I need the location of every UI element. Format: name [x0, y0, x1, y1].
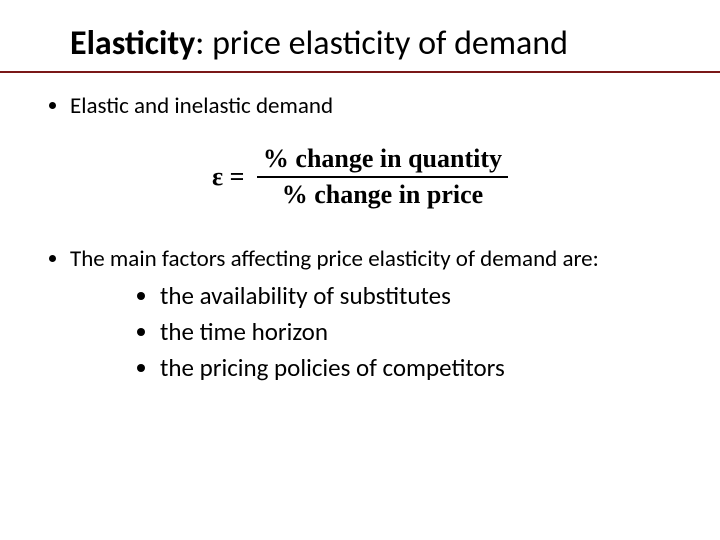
formula-lhs: ε =: [212, 162, 244, 192]
bullet-item-1: Elastic and inelastic demand: [70, 91, 680, 122]
bullet-item-2-text: The main factors affecting price elastic…: [70, 245, 599, 273]
slide: Elasticity: price elasticity of demand E…: [0, 0, 720, 540]
sub-bullet-b: the time horizon: [160, 315, 680, 349]
elasticity-formula: ε = % change in quantity % change in pri…: [212, 144, 508, 210]
title-bold-part: Elasticity: [70, 23, 195, 64]
bullet-list-2: The main factors affecting price elastic…: [40, 244, 680, 384]
title-rest-part: : price elasticity of demand: [195, 23, 568, 64]
bullet-item-2: The main factors affecting price elastic…: [70, 244, 680, 384]
title-container: Elasticity: price elasticity of demand: [0, 0, 720, 73]
formula-block: ε = % change in quantity % change in pri…: [40, 144, 680, 210]
slide-title: Elasticity: price elasticity of demand: [70, 24, 680, 63]
sub-bullet-c: the pricing policies of competitors: [160, 351, 680, 385]
sub-bullet-list: the availability of substitutes the time…: [70, 279, 680, 384]
formula-fraction: % change in quantity % change in price: [257, 144, 508, 210]
bullet-list: Elastic and inelastic demand: [40, 91, 680, 122]
formula-numerator: % change in quantity: [257, 144, 508, 178]
sub-bullet-a: the availability of substitutes: [160, 279, 680, 313]
formula-denominator: % change in price: [257, 178, 508, 210]
content-area: Elastic and inelastic demand ε = % chang…: [0, 91, 720, 384]
